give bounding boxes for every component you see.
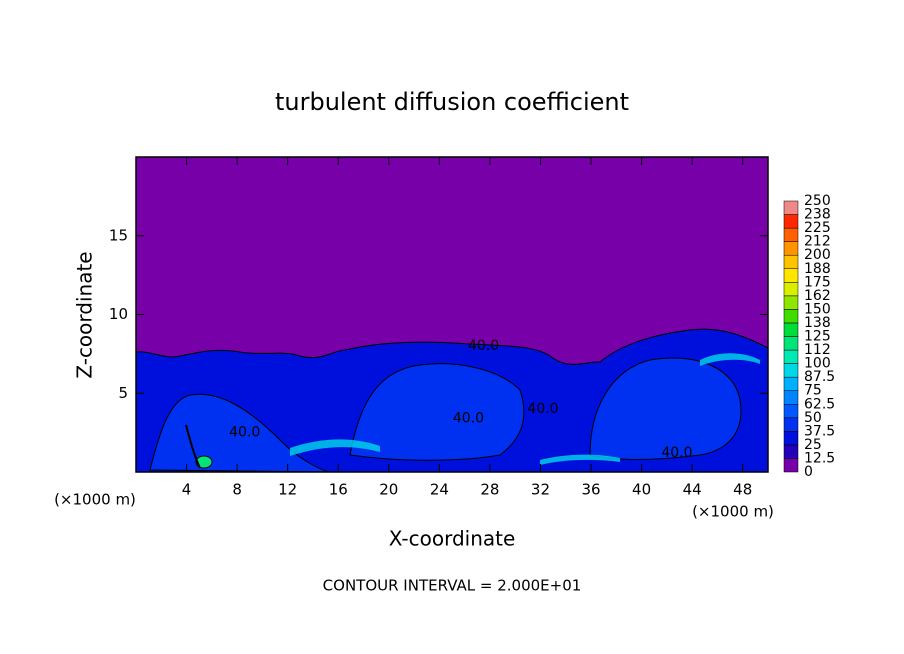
colorbar-bin [783, 417, 799, 432]
colorbar-label: 250 [804, 193, 831, 209]
colorbar-bin [783, 227, 799, 242]
colorbar-label: 188 [804, 261, 831, 277]
x-tick-label: 36 [581, 481, 600, 499]
colorbar-label: 25 [804, 437, 822, 453]
contour-label: 40.0 [229, 425, 260, 441]
contour-label: 40.0 [661, 445, 692, 461]
colorbar-bin [783, 282, 799, 297]
colorbar-label: 225 [804, 220, 831, 236]
colorbar-label: 150 [804, 301, 831, 317]
colorbar-label: 62.5 [804, 396, 835, 412]
colorbar-label: 162 [804, 288, 831, 304]
contour-region [589, 357, 742, 461]
colorbar-label: 125 [804, 329, 831, 345]
colorbar-bin [783, 458, 799, 473]
streak [540, 454, 620, 465]
x-tick-label: 12 [278, 481, 297, 499]
colorbar-label: 138 [804, 315, 831, 331]
colorbar-bin [783, 349, 799, 364]
colorbar-bin [783, 254, 799, 269]
x-tick-label: 24 [430, 481, 449, 499]
streak [290, 439, 380, 456]
x-unit-label: (×1000 m) [692, 503, 774, 521]
contour-region [349, 363, 525, 461]
colorbar-bin [783, 336, 799, 351]
streak [700, 353, 760, 366]
contour-label: 40.0 [468, 338, 499, 354]
colorbar-label: 175 [804, 274, 831, 290]
x-tick-label: 8 [232, 481, 242, 499]
x-tick-label: 28 [480, 481, 499, 499]
colorbar-label: 50 [804, 410, 822, 426]
x-axis-label: X-coordinate [389, 527, 516, 551]
x-tick-label: 20 [379, 481, 398, 499]
streak [195, 455, 213, 469]
contour-line [185, 424, 201, 469]
colorbar-bin [783, 404, 799, 419]
colorbar-bin [783, 444, 799, 459]
colorbar-label: 87.5 [804, 369, 835, 385]
x-tick-label: 32 [531, 481, 550, 499]
colorbar-label: 37.5 [804, 423, 835, 439]
colorbar-label: 112 [804, 342, 831, 358]
colorbar-bin [783, 390, 799, 405]
colorbar-label: 238 [804, 207, 831, 223]
colorbar-bin [783, 295, 799, 310]
colorbar-bin [783, 200, 799, 215]
x-unit-label: (×1000 m) [54, 491, 136, 509]
colorbar-label: 0 [804, 464, 813, 480]
colorbar-bin [783, 376, 799, 391]
contour-label: 40.0 [527, 401, 558, 417]
colorbar-label: 100 [804, 356, 831, 372]
x-tick-label: 44 [683, 481, 702, 499]
colorbar-bin [783, 322, 799, 337]
colorbar-bin [783, 214, 799, 229]
x-tick-label: 16 [329, 481, 348, 499]
footer-note: CONTOUR INTERVAL = 2.000E+01 [323, 577, 582, 595]
y-tick-label: 5 [118, 384, 128, 402]
contour-label: 40.0 [453, 410, 484, 426]
colorbar-bin [783, 363, 799, 378]
x-tick-label: 40 [632, 481, 651, 499]
colorbar-bin [783, 268, 799, 283]
x-tick-label: 48 [733, 481, 752, 499]
chart-title: turbulent diffusion coefficient [275, 88, 629, 116]
colorbar-label: 212 [804, 234, 831, 250]
y-axis-label: Z-coordinate [73, 251, 97, 378]
colorbar-bin [783, 309, 799, 324]
y-tick-label: 10 [109, 305, 128, 323]
colorbar-bin [783, 241, 799, 256]
colorbar-label: 200 [804, 247, 831, 263]
colorbar-bin [783, 431, 799, 446]
x-tick-label: 4 [182, 481, 192, 499]
y-tick-label: 15 [109, 226, 128, 244]
colorbar-label: 12.5 [804, 450, 835, 466]
colorbar-label: 75 [804, 383, 822, 399]
